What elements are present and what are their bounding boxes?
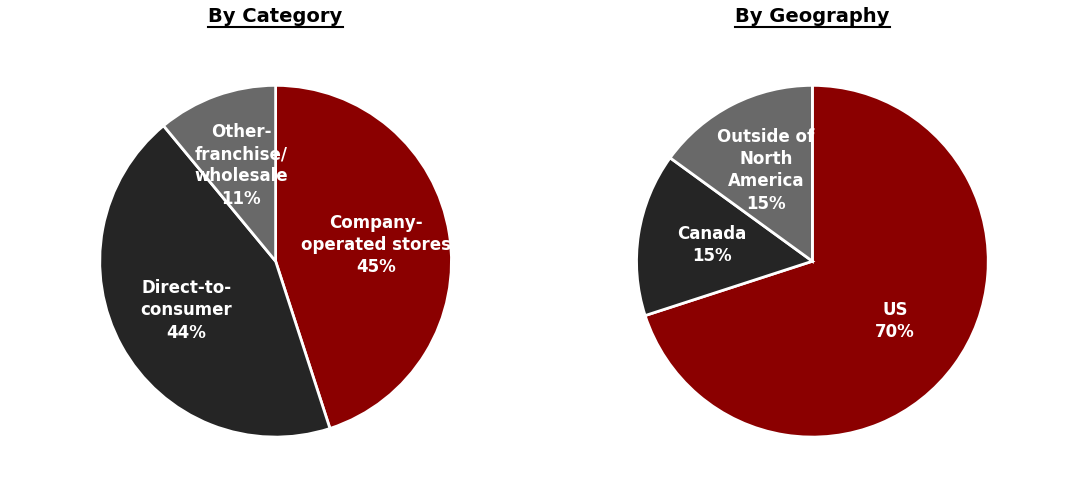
Text: Direct-to-
consumer
44%: Direct-to- consumer 44% [140, 279, 232, 342]
Wedge shape [275, 85, 452, 428]
Text: Other-
franchise/
wholesale
11%: Other- franchise/ wholesale 11% [195, 123, 288, 207]
Wedge shape [163, 85, 275, 261]
Title: By Category: By Category [209, 7, 343, 26]
Wedge shape [670, 85, 813, 261]
Title: By Geography: By Geography [735, 7, 890, 26]
Text: US
70%: US 70% [875, 301, 915, 341]
Wedge shape [100, 126, 330, 437]
Text: Company-
operated stores
45%: Company- operated stores 45% [301, 214, 452, 277]
Wedge shape [645, 85, 988, 437]
Text: Outside of
North
America
15%: Outside of North America 15% [717, 128, 815, 213]
Text: Canada
15%: Canada 15% [677, 225, 746, 265]
Wedge shape [636, 158, 813, 316]
